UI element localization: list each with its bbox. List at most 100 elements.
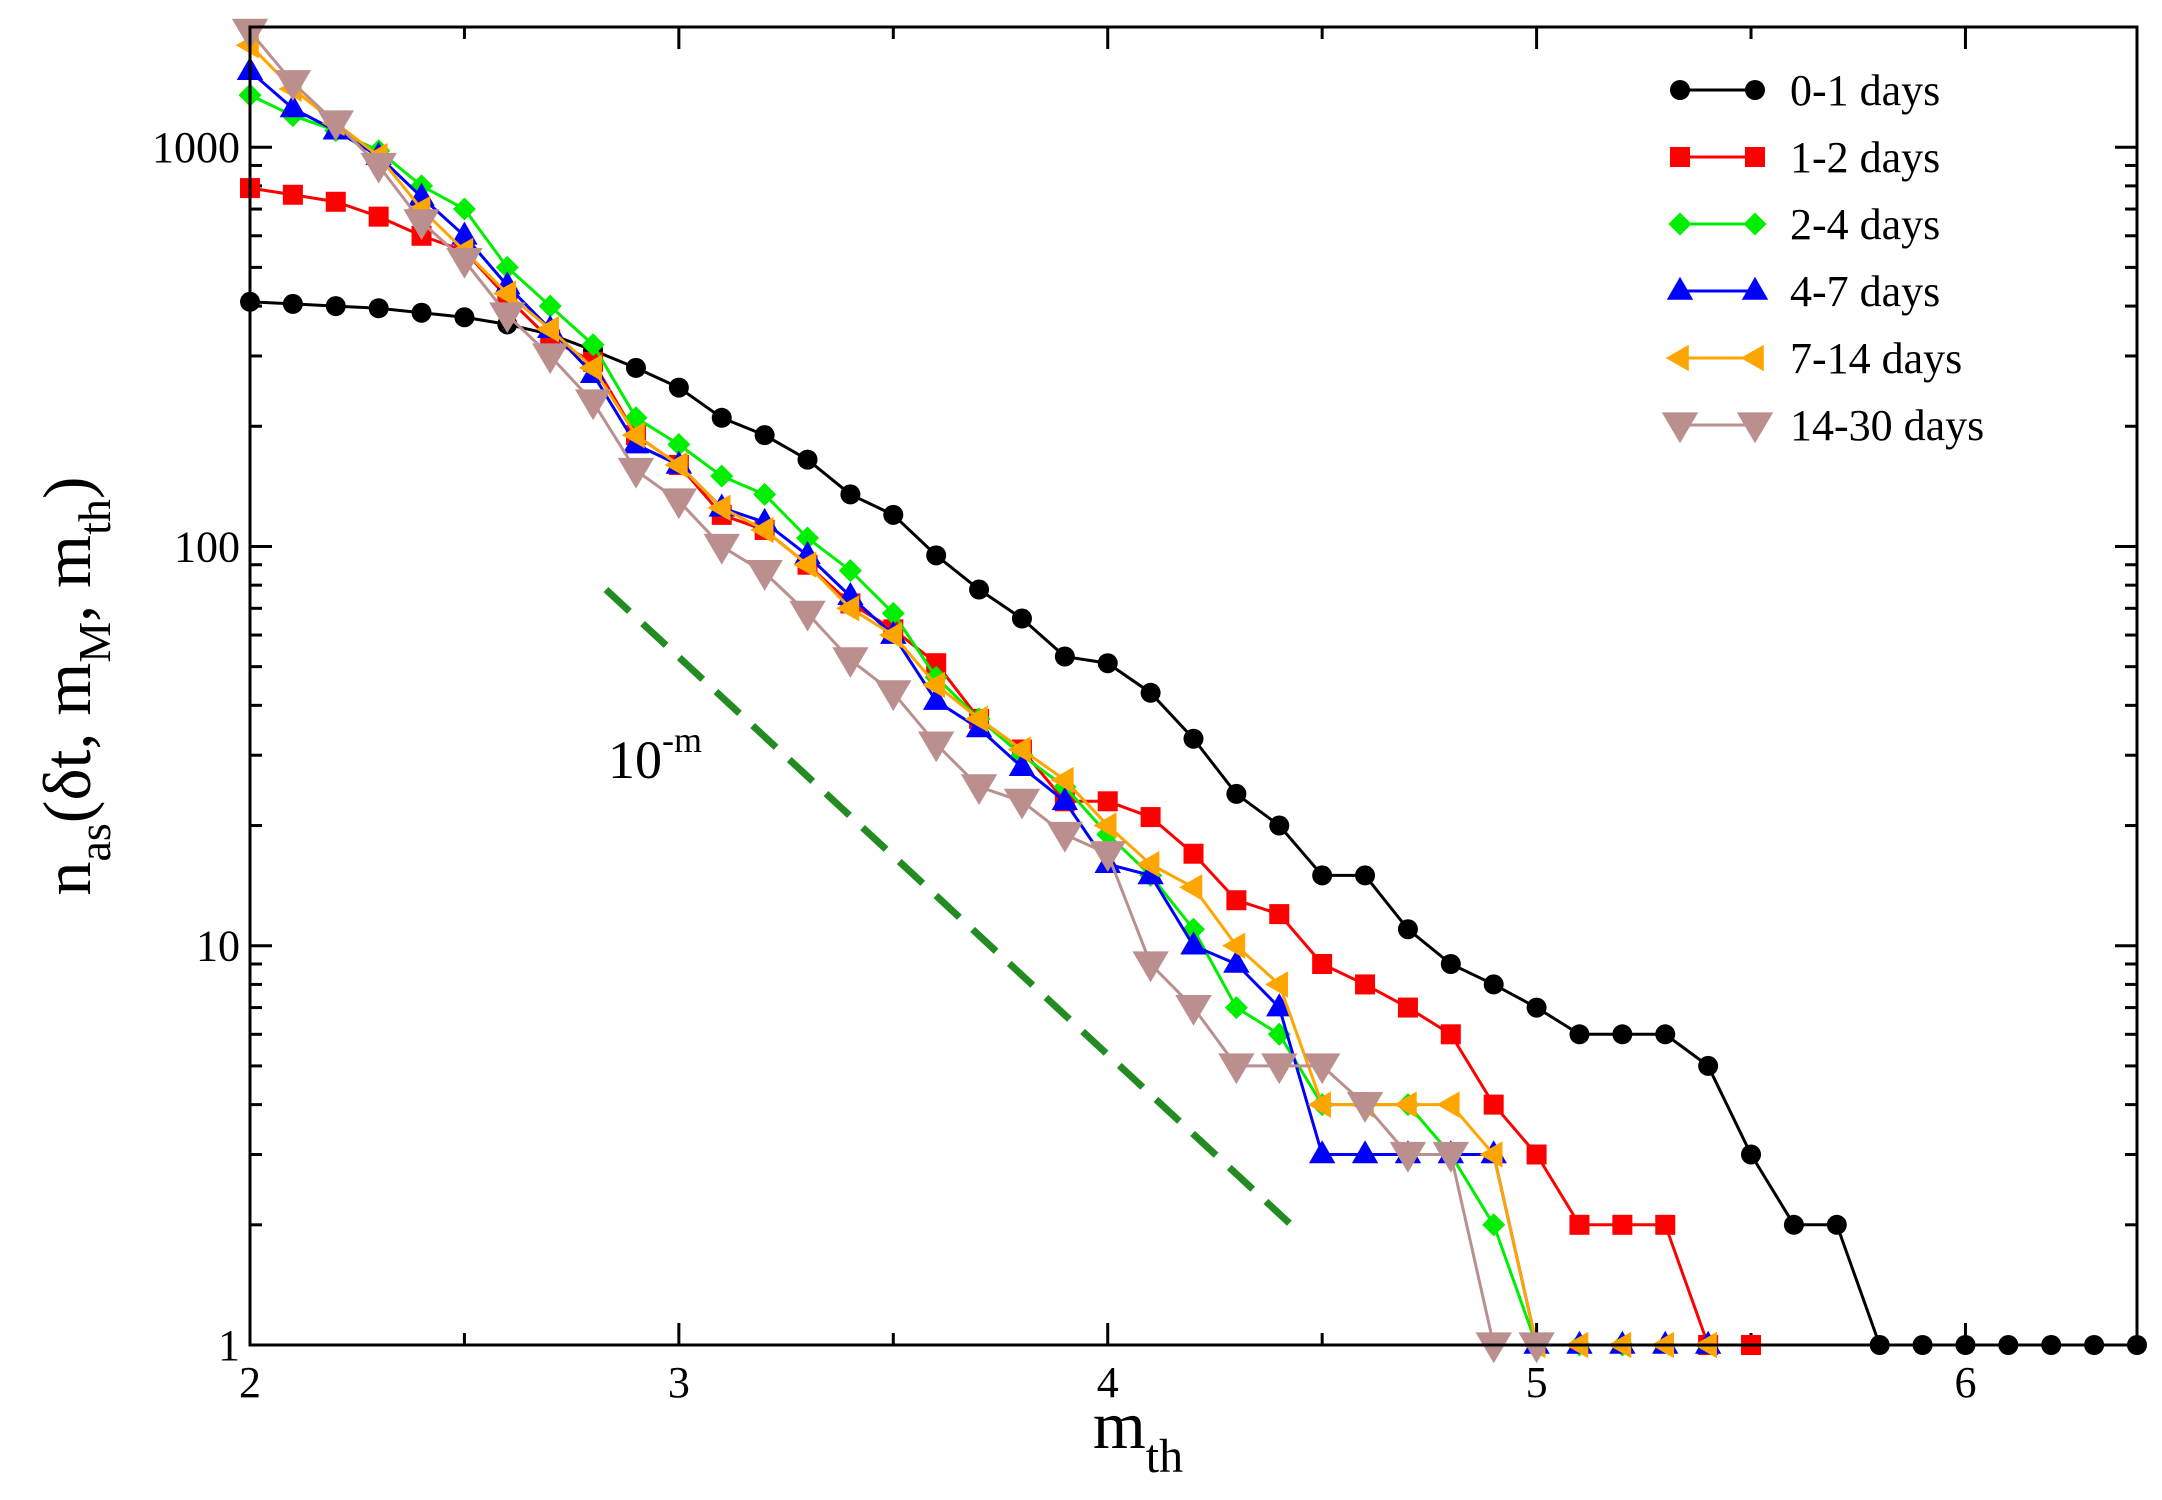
legend-label: 7-14 days [1790,334,1962,383]
data-point [1097,791,1118,812]
data-point [883,504,904,525]
x-tick-label: 2 [239,1358,261,1407]
data-point [325,296,346,317]
data-point [1046,821,1084,853]
data-point [535,316,560,343]
y-tick-label: 10 [196,922,240,971]
legend-marker [1745,80,1765,100]
data-point [1137,861,1164,885]
data-point [838,559,862,583]
y-axis-label-part: as [69,823,120,861]
y-axis-label: nas(δt, mM, mth) [29,476,120,895]
data-point [452,197,476,221]
legend-marker [1665,344,1689,372]
data-point [1346,1092,1384,1123]
data-point [1526,1144,1547,1165]
data-point [881,601,905,625]
data-point [1612,1214,1633,1235]
data-point [454,307,475,328]
data-point [1355,865,1376,886]
y-axis-label-part: ) [29,476,105,499]
legend: 0-1 days 1-2 days 2-4 days 4-7 days 7-14 day… [1661,66,1984,450]
x-axis-label: mth [1093,1387,1183,1483]
data-point [1351,1140,1379,1164]
series-1-2-days [240,178,1762,1355]
data-point [1482,1213,1506,1237]
legend-marker [1741,276,1769,300]
data-point [703,533,740,565]
data-point [578,354,602,382]
data-point [1432,1141,1470,1173]
data-point [1569,1024,1590,1045]
legend-label: 4-7 days [1790,267,1940,316]
data-point [707,494,731,521]
legend-label: 2-4 days [1790,200,1940,249]
data-point [1483,974,1504,995]
data-point [1655,1024,1676,1045]
legend-marker [1666,276,1694,300]
data-point [1050,766,1074,794]
data-point [1397,997,1418,1018]
series-group [231,18,2147,1364]
data-point [451,221,478,245]
data-point [325,191,346,212]
data-point [921,671,945,699]
series-line [249,300,2137,1347]
data-point [1132,951,1169,983]
y-axis-label-part: th [69,499,120,535]
data-point [832,647,869,679]
data-point [1303,1053,1341,1085]
legend-marker [1745,147,1765,167]
legend-marker [1670,147,1690,167]
legend-label: 0-1 days [1790,66,1940,115]
data-point [796,526,820,550]
legend-entry: 2-4 days [1668,200,1940,249]
data-point [1612,1024,1633,1045]
data-point [581,333,605,357]
data-point [1741,1144,1762,1165]
legend-entry: 4-7 days [1666,267,1940,316]
legend-entry: 0-1 days [1670,66,1940,115]
legend-marker [1670,80,1690,100]
data-point [1440,954,1461,975]
data-point [1266,993,1293,1017]
series-line [249,186,1752,1347]
data-point [1051,787,1079,811]
data-point [1483,1094,1504,1115]
data-point [1308,1140,1336,1164]
data-point [1655,1214,1676,1235]
data-point [926,545,947,566]
data-point [1222,932,1246,959]
data-point [1269,815,1290,836]
legend-label: 1-2 days [1790,133,1940,182]
data-point [878,621,903,649]
y-tick-label: 1000 [152,123,240,172]
data-point [403,209,440,241]
reference-line-label: 10-m [608,720,702,790]
data-point [1397,919,1418,940]
data-point [1093,812,1117,839]
y-tick-label: 1 [218,1321,240,1370]
data-point [1269,904,1290,925]
data-point [793,551,817,578]
tick-labels: 2 3 4 5 6 1 10 100 1000 [152,123,1976,1407]
data-point [1389,1141,1427,1173]
data-point [754,425,775,446]
x-tick-label: 6 [1954,1358,1976,1407]
data-point [1089,841,1126,872]
y-axis-label-part: (δt, m [29,663,105,823]
data-point [1307,1091,1331,1118]
data-point [446,247,483,279]
data-point [1183,843,1204,864]
data-point [840,484,861,505]
legend-entry: 1-2 days [1670,133,1940,182]
data-point [1226,890,1247,911]
data-point [532,343,569,375]
data-point [668,377,689,398]
data-point [1783,1214,1804,1235]
data-point [1264,971,1289,998]
y-axis-label-part: n [29,862,105,896]
data-point [917,731,955,763]
data-point [667,433,691,457]
